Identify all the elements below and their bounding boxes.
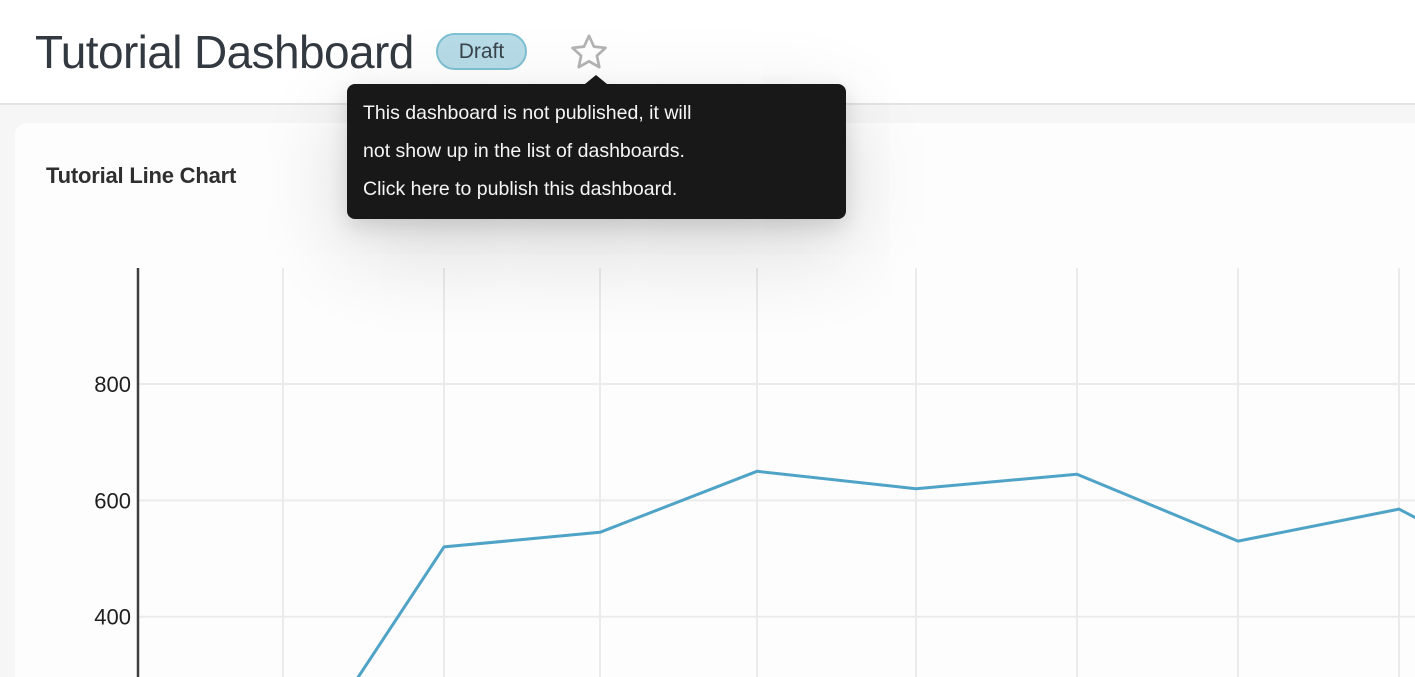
publish-tooltip[interactable]: This dashboard is not published, it will… xyxy=(347,75,846,219)
draft-status-badge[interactable]: Draft xyxy=(435,33,528,70)
y-axis-tick-label: 400 xyxy=(94,605,131,630)
tooltip-line-3: Click here to publish this dashboard. xyxy=(363,178,678,200)
favorite-star-button[interactable] xyxy=(569,32,609,72)
y-axis-tick-label: 600 xyxy=(94,488,131,513)
star-outline-icon xyxy=(571,34,608,69)
y-axis-tick-label: 800 xyxy=(94,372,131,397)
dashboard-title[interactable]: Tutorial Dashboard xyxy=(35,25,414,78)
tooltip-line-1: This dashboard is not published, it will xyxy=(363,102,692,124)
tooltip-line-2: not show up in the list of dashboards. xyxy=(363,140,685,162)
chart-title: Tutorial Line Chart xyxy=(46,163,237,188)
tooltip-arrow xyxy=(585,75,607,84)
